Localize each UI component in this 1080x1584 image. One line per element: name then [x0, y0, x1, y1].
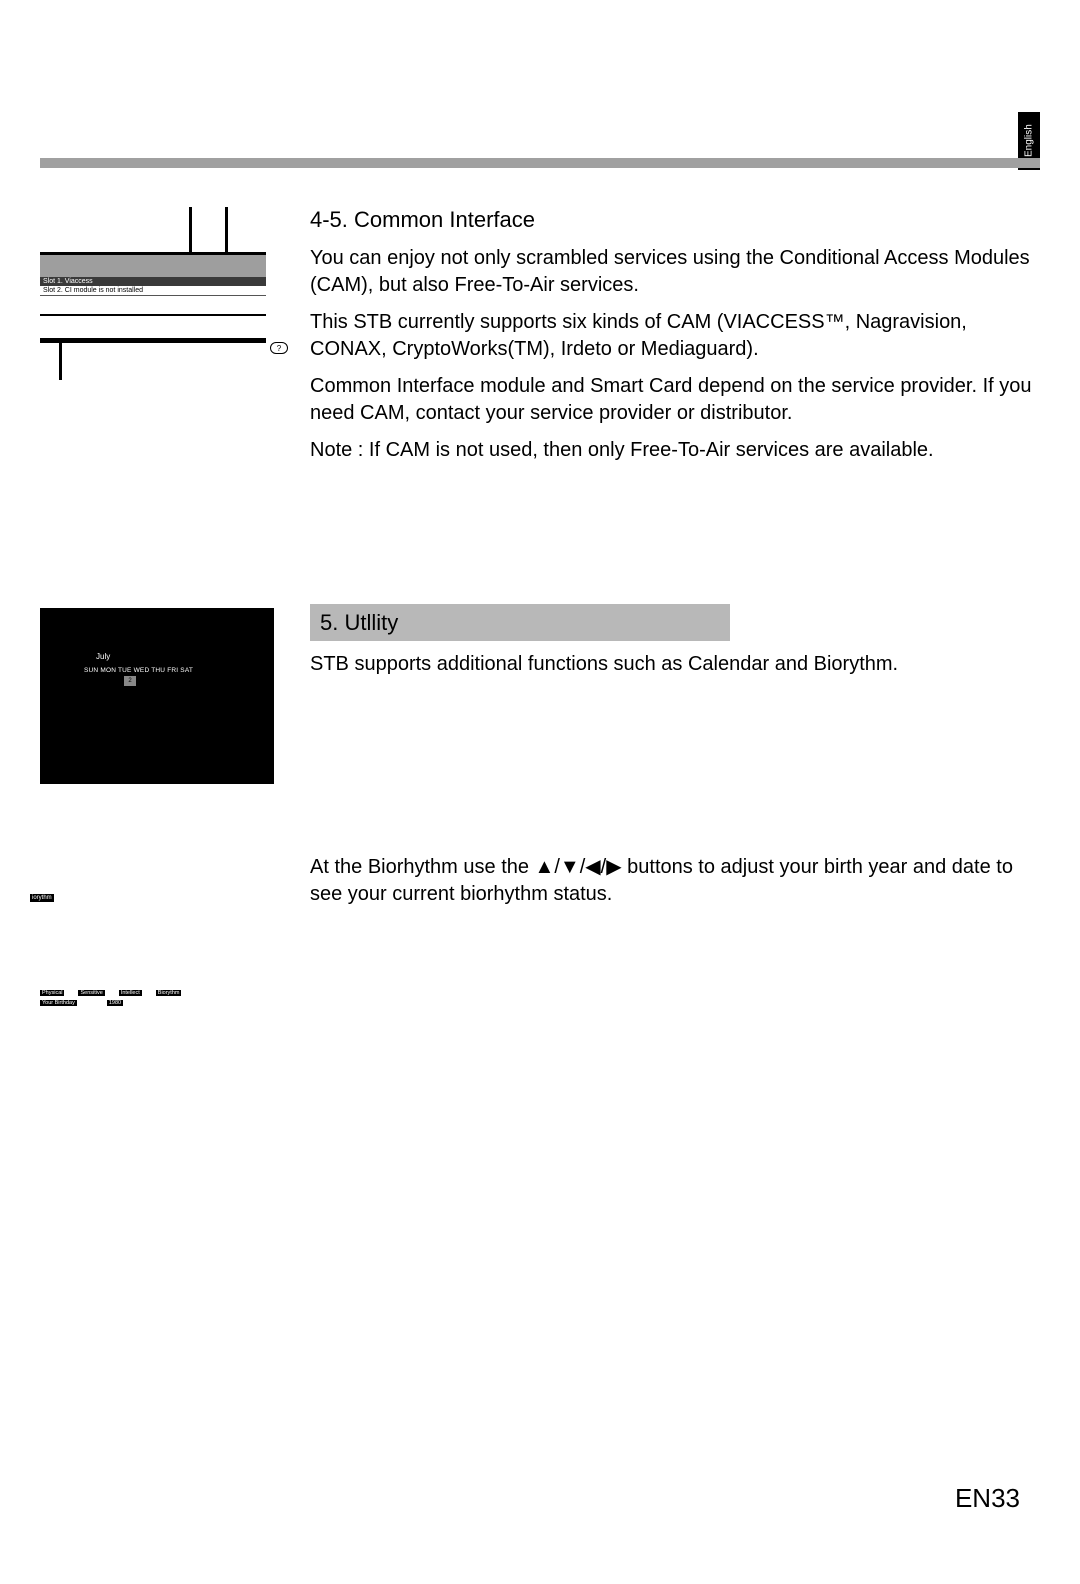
section-common-interface: Slot 1. Viaccess Slot 2. CI module is no…	[40, 205, 1040, 474]
section-biorhythm: iorythm Physical Sensitive Intellect Bio…	[40, 854, 1040, 1014]
figure-biorhythm: iorythm Physical Sensitive Intellect Bio…	[40, 854, 290, 1014]
biorhythm-bottom: Your Birthday 1980	[40, 1000, 123, 1006]
figure-common-interface: Slot 1. Viaccess Slot 2. CI module is no…	[40, 205, 290, 474]
header-divider	[40, 158, 1040, 168]
figure-utility-calendar: July SUN MON TUE WED THU FRI SAT 2	[40, 604, 290, 784]
page-number: EN33	[955, 1483, 1020, 1514]
page-content: Slot 1. Viaccess Slot 2. CI module is no…	[40, 205, 1040, 1054]
para-5-biorhythm: At the Biorhythm use the ▲/▼/◀/▶ buttons…	[310, 854, 1040, 908]
help-icon: ?	[270, 342, 288, 354]
para-4-5-1: You can enjoy not only scrambled service…	[310, 245, 1040, 299]
legend-item: Sensitive	[78, 990, 104, 996]
para-4-5-3: Common Interface module and Smart Card d…	[310, 373, 1040, 427]
para-5-1: STB supports additional functions such a…	[310, 651, 1040, 678]
slot1-label: Slot 1. Viaccess	[40, 277, 266, 286]
para-4-5-2: This STB currently supports six kinds of…	[310, 309, 1040, 363]
legend-item: Biorythm	[156, 990, 182, 996]
section-utility: July SUN MON TUE WED THU FRI SAT 2 5. Ut…	[40, 604, 1040, 784]
birthday-label: Your Birthday	[40, 1000, 77, 1006]
biorhythm-tab: iorythm	[30, 894, 54, 902]
legend-item: Physical	[40, 990, 64, 996]
calendar-month: July	[84, 652, 193, 661]
slot2-label: Slot 2. CI module is not installed	[40, 286, 266, 296]
legend-item: Intellect	[119, 990, 142, 996]
heading-4-5: 4-5. Common Interface	[310, 205, 1040, 235]
heading-5: 5. Utllity	[310, 604, 730, 642]
calendar-days-header: SUN MON TUE WED THU FRI SAT	[84, 667, 193, 674]
para-4-5-note: Note : If CAM is not used, then only Fre…	[310, 437, 1040, 464]
calendar-day-highlight: 2	[124, 676, 136, 686]
birth-year: 1980	[107, 1000, 123, 1006]
biorhythm-legend: Physical Sensitive Intellect Biorythm	[40, 990, 181, 996]
